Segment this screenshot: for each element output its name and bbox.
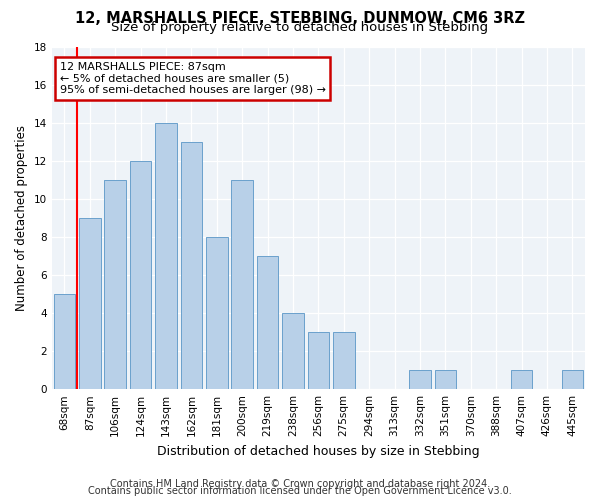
Text: 12 MARSHALLS PIECE: 87sqm
← 5% of detached houses are smaller (5)
95% of semi-de: 12 MARSHALLS PIECE: 87sqm ← 5% of detach…: [59, 62, 326, 95]
Bar: [511, 370, 532, 389]
Bar: [232, 180, 253, 389]
Bar: [206, 237, 227, 389]
Bar: [130, 160, 151, 389]
Text: Contains HM Land Registry data © Crown copyright and database right 2024.: Contains HM Land Registry data © Crown c…: [110, 479, 490, 489]
Bar: [409, 370, 431, 389]
Bar: [104, 180, 126, 389]
Bar: [53, 294, 75, 389]
Bar: [282, 313, 304, 389]
Bar: [333, 332, 355, 389]
Text: 12, MARSHALLS PIECE, STEBBING, DUNMOW, CM6 3RZ: 12, MARSHALLS PIECE, STEBBING, DUNMOW, C…: [75, 11, 525, 26]
Bar: [257, 256, 278, 389]
X-axis label: Distribution of detached houses by size in Stebbing: Distribution of detached houses by size …: [157, 444, 479, 458]
Text: Size of property relative to detached houses in Stebbing: Size of property relative to detached ho…: [112, 22, 488, 35]
Text: Contains public sector information licensed under the Open Government Licence v3: Contains public sector information licen…: [88, 486, 512, 496]
Bar: [79, 218, 101, 389]
Bar: [562, 370, 583, 389]
Bar: [308, 332, 329, 389]
Bar: [181, 142, 202, 389]
Bar: [155, 122, 177, 389]
Y-axis label: Number of detached properties: Number of detached properties: [15, 125, 28, 311]
Bar: [434, 370, 456, 389]
